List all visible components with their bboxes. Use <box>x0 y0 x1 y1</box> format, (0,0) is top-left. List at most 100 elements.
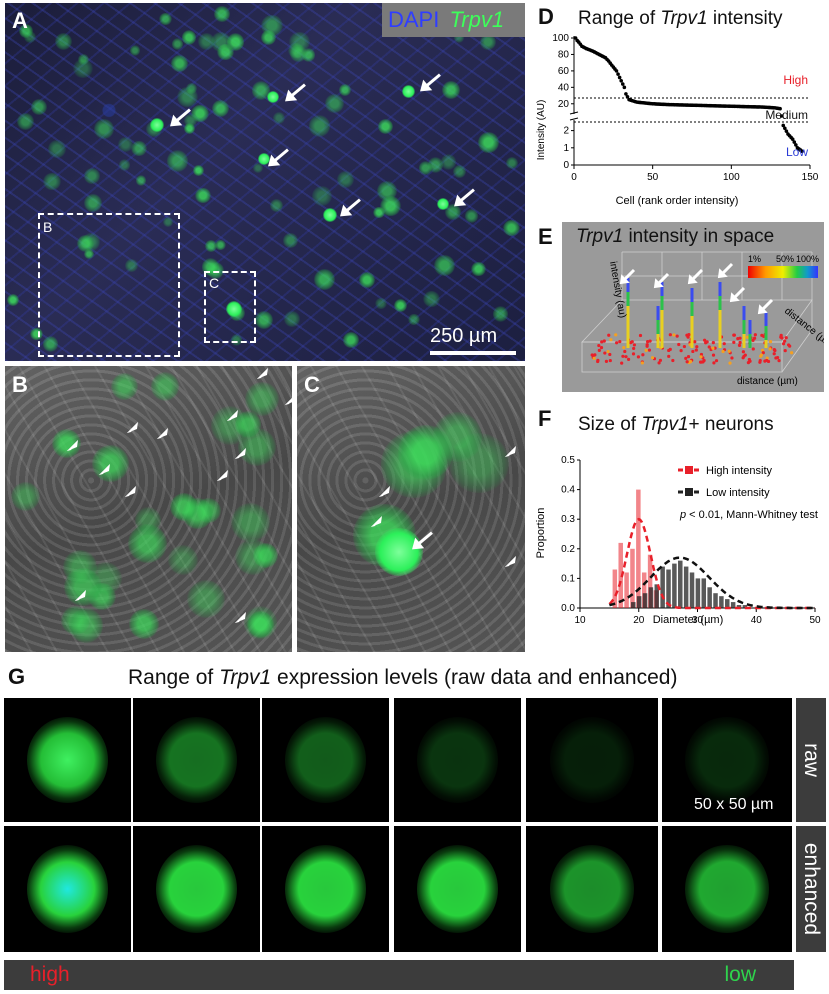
arrowhead-icon <box>75 590 86 601</box>
row-label-raw: raw <box>800 743 823 777</box>
e-spot <box>590 353 594 357</box>
cell-blob <box>290 45 308 62</box>
arrow-icon <box>170 108 191 127</box>
arrow-icon <box>285 83 306 102</box>
enhanced-tile-5 <box>526 826 658 952</box>
cell-blob <box>204 239 218 253</box>
enhanced-tile-4 <box>394 826 521 952</box>
bar-high-intensity <box>641 572 647 608</box>
f-ytick: 0.1 <box>561 573 575 584</box>
arrowhead-icon <box>217 470 228 481</box>
e-spot <box>781 342 786 346</box>
arrow-icon <box>340 198 361 217</box>
e-spot <box>748 359 752 363</box>
arrowhead-icon <box>285 398 292 405</box>
e-spot <box>614 333 618 337</box>
d-xtick: 150 <box>802 172 819 183</box>
cell-blob <box>118 158 131 171</box>
e-spot <box>712 361 716 365</box>
bar-low-intensity <box>683 566 689 608</box>
e-spot <box>638 333 643 338</box>
e-spot <box>741 356 745 360</box>
cell-blob <box>171 38 184 50</box>
cell-blob <box>408 313 420 326</box>
e-spot <box>631 352 636 356</box>
e-spot <box>693 340 697 344</box>
cell-blob <box>441 81 460 100</box>
e-spot <box>657 361 661 365</box>
cell-blob <box>135 175 147 187</box>
panel-g-title-post: expression levels (raw data and enhanced… <box>271 666 678 689</box>
cell-blob <box>269 199 283 213</box>
panel-f-xlabel: Diameter (µm) <box>653 614 724 626</box>
arrowhead-icon <box>125 486 136 497</box>
e-spot <box>737 343 742 347</box>
panel-f-title-pre: Size of <box>578 414 642 435</box>
cell-blob <box>217 44 234 61</box>
e-spot <box>606 349 610 354</box>
e-spot <box>624 355 628 359</box>
e-spot <box>684 356 688 360</box>
cell-blob <box>337 170 355 188</box>
e-spot <box>685 360 689 364</box>
arrow-icon <box>729 286 746 303</box>
arrow-icon <box>653 272 670 289</box>
e-spot <box>732 340 736 344</box>
d-point <box>790 137 795 141</box>
cell-blob <box>325 93 345 113</box>
bar-low-intensity <box>648 587 654 608</box>
d-ytick: 80 <box>558 49 570 60</box>
neuron-blob <box>416 844 499 934</box>
arrowhead-icon <box>371 516 382 527</box>
panel-a-legend: DAPI Trpv1 <box>382 3 525 37</box>
neuron-blob <box>549 716 635 804</box>
e-spot <box>686 355 691 359</box>
d-ytick: 40 <box>558 82 570 93</box>
e-spot <box>711 341 715 345</box>
e-spot <box>768 340 773 344</box>
panel-f-letter: F <box>538 406 552 431</box>
e-spot <box>608 358 612 363</box>
cell-blob <box>78 54 90 65</box>
cell-blob <box>237 427 276 466</box>
bar-low-intensity <box>642 593 648 608</box>
cell-blob <box>343 332 359 348</box>
cell-blob <box>63 550 97 584</box>
enhanced-tile-6 <box>662 826 792 952</box>
panel-f-stat-rest: < 0.01, Mann-Whitney test <box>686 509 818 521</box>
d-point <box>619 78 623 83</box>
e-spot <box>783 339 787 343</box>
cell-blob <box>6 294 19 307</box>
e-spot <box>774 356 778 360</box>
e-spot <box>620 361 624 365</box>
bright-cell <box>258 153 270 165</box>
e-spot <box>703 338 707 342</box>
inset-box-b-label: B <box>43 219 53 235</box>
row-label-enhanced: enhanced <box>800 842 823 936</box>
cell-blob <box>418 161 433 176</box>
d-point <box>622 85 627 90</box>
d-point <box>624 92 628 96</box>
panel-d-xlabel: Cell (rank order intensity) <box>616 195 739 207</box>
e-spot <box>721 349 725 354</box>
e-spot <box>644 348 648 352</box>
e-spot <box>682 344 687 349</box>
f-xtick: 30 <box>692 615 704 626</box>
e-spot <box>679 349 683 353</box>
e-spot <box>687 333 691 337</box>
panel-f-title: Size of Trpv1+ neurons <box>578 414 774 436</box>
raw-tile-3 <box>262 698 389 822</box>
e-spot <box>772 347 776 352</box>
level-high-label: High <box>783 73 808 87</box>
bar-low-intensity <box>730 602 736 608</box>
raw-tile-2 <box>133 698 260 822</box>
e-spot <box>675 334 679 338</box>
cell-blob <box>253 162 264 173</box>
intensity-bar: high low <box>4 960 794 990</box>
f-ytick: 0.4 <box>561 485 575 496</box>
neuron-blob <box>549 844 635 934</box>
legend-trpv1: Trpv1 <box>449 7 505 32</box>
cell-blob <box>11 482 41 512</box>
arrowhead-icon <box>505 556 516 567</box>
